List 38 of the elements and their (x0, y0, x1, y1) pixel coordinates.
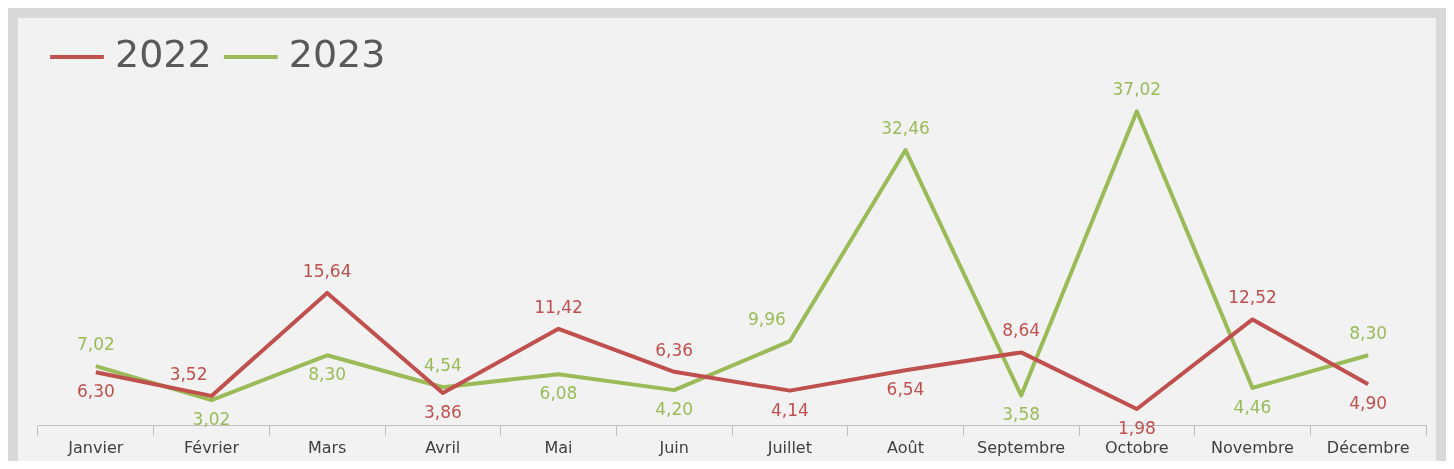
data-label: 15,64 (302, 260, 352, 281)
x-tick-label: Juin (658, 437, 689, 457)
x-tick-label: Février (183, 437, 240, 457)
data-label: 9,96 (747, 309, 786, 330)
data-label: 3,58 (1002, 404, 1041, 425)
data-label: 6,54 (886, 379, 925, 400)
data-label: 4,14 (770, 399, 809, 420)
data-label: 37,02 (1112, 79, 1162, 100)
x-tick-label: Avril (425, 437, 461, 457)
x-tick-label: Novembre (1211, 437, 1294, 457)
data-label: 32,46 (881, 117, 930, 138)
data-label: 3,86 (423, 401, 462, 422)
data-label: 4,54 (423, 355, 462, 376)
data-label: 6,08 (539, 383, 578, 404)
data-label: 4,90 (1349, 393, 1388, 414)
data-label: 6,30 (76, 381, 115, 402)
x-tick-label: Août (887, 437, 924, 457)
data-label: 8,30 (308, 364, 347, 385)
x-tick-label: Décembre (1326, 437, 1410, 457)
data-label: 6,36 (655, 339, 694, 360)
x-tick-label: Mars (307, 437, 347, 457)
legend-label: 2023 (288, 31, 386, 76)
legend-label: 2022 (115, 31, 212, 76)
x-tick-label: Janvier (67, 437, 124, 457)
data-label: 12,52 (1228, 287, 1277, 308)
data-label: 7,02 (76, 334, 115, 355)
data-label: 8,30 (1349, 323, 1388, 344)
x-tick-label: Octobre (1104, 437, 1169, 457)
x-tick-label: Mai (544, 437, 573, 457)
x-tick-label: Juillet (766, 437, 812, 457)
data-label: 8,64 (1002, 320, 1041, 341)
data-label: 4,46 (1233, 396, 1272, 417)
data-label: 4,20 (655, 399, 694, 420)
data-label: 1,98 (1117, 417, 1156, 438)
x-tick-label: Septembre (977, 437, 1066, 457)
data-label: 3,02 (192, 409, 231, 430)
data-label: 3,52 (169, 363, 208, 384)
data-label: 11,42 (534, 296, 583, 317)
